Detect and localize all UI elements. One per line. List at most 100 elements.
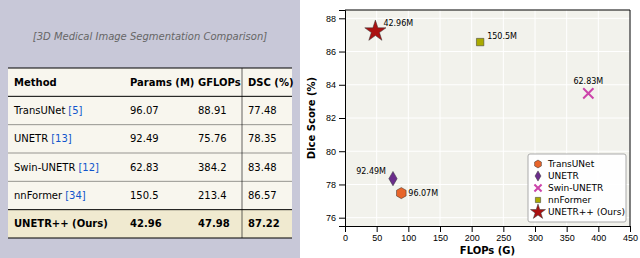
tick-label: 76 (326, 213, 336, 223)
point (397, 188, 407, 199)
tick-mark (503, 226, 504, 232)
table-rule (8, 209, 292, 210)
left-panel: [3D Medical Image Segmentation Compariso… (0, 0, 300, 258)
tick-label: 150 (433, 233, 448, 243)
table-cell: 47.98 (198, 218, 230, 229)
tick-mark (440, 226, 441, 232)
grid-line-y (345, 151, 630, 152)
legend-label: TransUNet (547, 159, 595, 169)
table-header: Params (M) (130, 77, 194, 88)
chart: [3D Medical Image Segmentation Compariso… (0, 0, 640, 258)
point (583, 88, 593, 98)
table-method: TransUNet (13, 105, 65, 116)
tick-label: 80 (326, 147, 336, 157)
table-header: DSC (%) (248, 77, 293, 88)
tick-label: 0 (343, 233, 348, 243)
table-ref: [5] (68, 105, 82, 116)
tick-label: 400 (591, 233, 606, 243)
grid-line-y (345, 118, 630, 119)
table-separator (242, 68, 243, 238)
table-cell: 77.48 (248, 105, 277, 116)
table-cell: 92.49 (130, 133, 159, 144)
table-cell: 87.22 (248, 218, 280, 229)
tick-label: 300 (528, 233, 543, 243)
placeholder-text: [3D Medical Image Segmentation Compariso… (33, 31, 267, 42)
grid-line-x (630, 10, 631, 226)
table-cell: 213.4 (198, 190, 227, 201)
x-axis-title: FLOPs (G) (460, 245, 515, 256)
tick: 86 (326, 47, 345, 57)
tick: 0 (343, 226, 348, 243)
table-rule (8, 124, 292, 125)
tick: 450 (623, 226, 638, 243)
tick: 84 (326, 80, 345, 90)
tick-mark (567, 226, 568, 232)
legend-label: UNETR (548, 171, 579, 181)
legend-swatch (535, 197, 540, 202)
grid-line-y (345, 51, 630, 52)
tick: 50 (372, 226, 382, 243)
tick: 100 (401, 226, 416, 243)
table-cell: 78.35 (248, 133, 277, 144)
tick: 400 (591, 226, 606, 243)
tick-label: 250 (496, 233, 511, 243)
axis-line (346, 227, 631, 233)
tick-mark (535, 226, 536, 232)
y-axis-title: Dice Score (%) (306, 77, 317, 159)
table: Method Params (M) GFLOPs DSC (%) TransUNet[5… (8, 68, 293, 238)
table-rule (8, 67, 292, 68)
table-header: GFLOPs (198, 77, 241, 88)
table-ref: [34] (65, 190, 86, 201)
table-highlight (8, 210, 292, 238)
table-background (8, 68, 292, 238)
tick-label: 82 (326, 113, 336, 123)
tick-label: 50 (372, 233, 382, 243)
point-label: 42.96M (383, 19, 413, 28)
tick: 88 (326, 14, 345, 24)
tick-mark (339, 184, 345, 185)
table-cell: 42.96 (130, 218, 162, 229)
tick-mark (339, 118, 345, 119)
tick: 78 (326, 180, 345, 190)
tick-label: 350 (560, 233, 575, 243)
point-label: 96.07M (408, 189, 438, 198)
tick: 150 (433, 226, 448, 243)
table-cell: 86.57 (248, 190, 277, 201)
grid (345, 10, 630, 226)
tick: 350 (560, 226, 575, 243)
tick: 200 (465, 226, 480, 243)
tick-mark (339, 52, 345, 53)
point-label: 92.49M (356, 167, 386, 176)
tick: 300 (528, 226, 543, 243)
tick-label: 78 (326, 180, 336, 190)
tick: 250 (496, 226, 511, 243)
y-axis: 76 78 80 82 84 86 88 (326, 11, 346, 227)
table-rule (8, 181, 292, 182)
tick-mark (408, 226, 409, 232)
point (389, 171, 397, 185)
frame-top (345, 10, 630, 11)
table-rule (8, 237, 292, 238)
table-cell: 384.2 (198, 162, 227, 173)
axis-line (339, 11, 346, 227)
legend-swatch (534, 184, 541, 191)
table-method: nnFormer (14, 190, 63, 201)
table-method: UNETR++ (Ours) (14, 218, 108, 229)
tick-label: 86 (326, 47, 336, 57)
x-axis: 0 50 100 150 200 250 300 350 400 450 (343, 226, 638, 243)
table-method: UNETR (14, 133, 48, 144)
legend-swatch (535, 171, 541, 181)
table-header: Method (14, 77, 57, 88)
table-cell: 88.91 (198, 105, 227, 116)
tick-label: 200 (465, 233, 480, 243)
tick-label: 84 (326, 80, 336, 90)
table-method: Swin-UNETR (14, 162, 75, 173)
table-cell: 83.48 (248, 162, 277, 173)
legend-swatch (535, 160, 542, 168)
tick-mark (472, 226, 473, 232)
table-cell: 96.07 (130, 105, 159, 116)
tick-mark (339, 218, 345, 219)
plot-background (345, 10, 630, 226)
table-cell: 150.5 (130, 190, 159, 201)
point-labels: 96.07M92.49M62.83M150.5M42.96M (356, 19, 603, 198)
